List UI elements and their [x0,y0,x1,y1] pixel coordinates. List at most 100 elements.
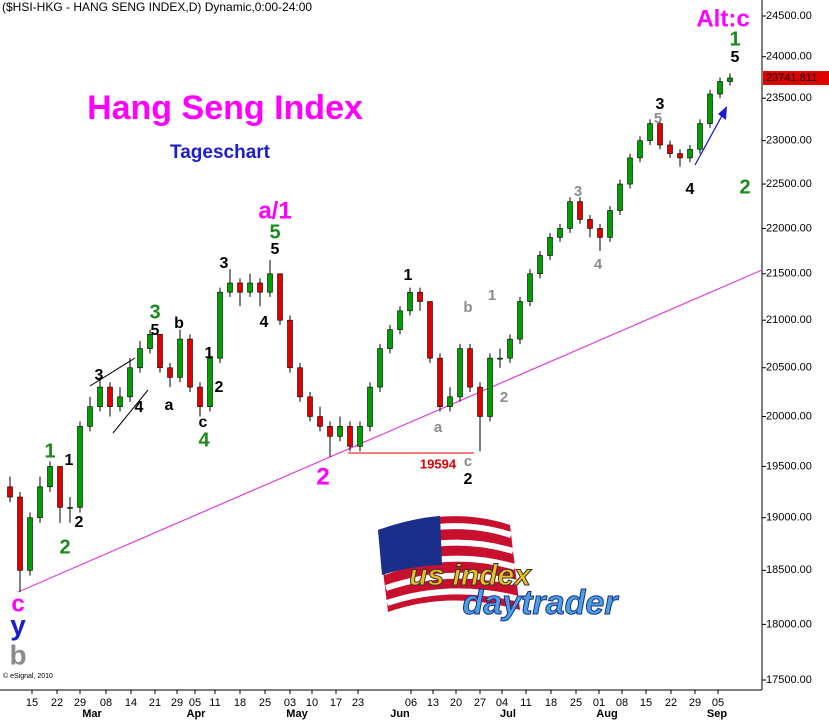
wave-label: 1 [488,287,496,304]
candle-body [217,291,223,359]
wave-label: 5 [269,221,280,243]
candle-body [97,386,103,407]
candle-body [377,348,383,388]
candle-body [677,153,683,159]
chart-header: ($HSI-HKG - HANG SENG INDEX,D) Dynamic,0… [2,0,312,14]
candle-body [417,291,423,302]
candle-body [187,338,193,388]
chart-title: Hang Seng Index [87,89,363,127]
candle-body [707,93,713,124]
logo-text: us index [409,559,532,592]
wave-label: 2 [316,463,329,490]
candle-body [137,348,143,369]
candle-body [227,282,233,293]
wave-label: y [10,609,26,640]
x-tick-label: 05 [712,697,724,709]
wave-label: 3 [656,96,665,113]
wave-label: a/1 [258,197,291,224]
candle-body [557,228,563,238]
arrow-head [718,106,727,120]
wave-label: 3 [574,183,582,200]
candle-body [727,77,733,82]
candle-body [717,81,723,95]
candle-body [637,140,643,159]
y-tick-label: 17500.00 [766,674,812,686]
x-tick-label: 15 [640,697,652,709]
x-tick-label: 29 [171,697,183,709]
x-tick-label: 03 [284,697,296,709]
y-tick-label: 24000.00 [766,51,812,63]
candle-body [297,367,303,398]
wave-label: b [463,299,472,316]
x-tick-label: 25 [570,697,582,709]
wave-label: b [9,639,26,670]
wave-label: 4 [135,399,144,416]
candle-body [487,357,493,417]
candle-body [607,210,613,238]
candle-body [387,329,393,349]
wave-label: 3 [149,301,160,323]
month-label: Apr [187,708,207,720]
candle-body [457,348,463,398]
candle-body [627,157,633,185]
candle-body [167,367,173,378]
logo: us index daytrader [378,516,620,622]
chart-subtitle: Tageschart [170,142,271,163]
trend-line [17,269,763,593]
flag-stripes [378,523,520,606]
x-tick-label: 25 [259,697,271,709]
candles [7,73,733,592]
wave-label: Alt:c [696,5,749,32]
channel-line [112,389,149,434]
candle-body [77,426,83,508]
candle-body [547,237,553,256]
x-tick-label: 27 [474,697,486,709]
wave-label: c [11,590,24,617]
y-tick-label: 23500.00 [766,92,812,104]
wave-label: 5 [654,110,662,127]
wave-label: 2 [215,379,224,396]
copyright: © eSignal, 2010 [3,672,53,680]
wave-label: 5 [271,241,280,258]
candle-body [157,334,163,369]
candle-body [407,291,413,312]
wave-label: 1 [729,28,740,50]
x-tick-label: 23 [352,697,364,709]
y-tick-label: 21500.00 [766,268,812,280]
y-tick-label: 23000.00 [766,135,812,147]
candle-body [27,517,33,571]
x-tick-label: 08 [616,697,628,709]
candle-body [87,406,93,427]
candle-body [197,386,203,407]
wave-label: 5 [151,322,160,339]
y-tick-label: 20000.00 [766,410,812,422]
wave-label: 3 [95,367,104,384]
x-tick-label: 14 [125,697,137,709]
wave-label: 1 [65,452,74,469]
candle-body [427,301,433,359]
month-label: Jun [390,708,410,720]
y-tick-label: 19500.00 [766,460,812,472]
logo-text: daytrader [463,584,620,622]
y-tick-label: 20500.00 [766,362,812,374]
candle-body [277,273,283,321]
x-tick-label: 11 [209,697,220,709]
candle-body [127,367,133,398]
y-tick-label: 18500.00 [766,564,812,576]
candle-body [347,426,353,447]
month-label: May [286,708,308,720]
wave-label: 4 [260,314,269,331]
x-tick-label: 17 [330,697,342,709]
x-tick-label: 01 [593,697,605,709]
wave-label: 2 [739,176,750,198]
wave-label: 3 [220,255,229,272]
x-tick-label: 06 [405,697,417,709]
candle-body [647,123,653,141]
candle-body [447,396,453,407]
candle-body [367,386,373,427]
wave-label: 5 [731,49,740,66]
candle-body [697,123,703,150]
y-tick-label: 24500.00 [766,10,812,22]
candle-body [57,466,63,508]
wave-label: b [174,315,184,332]
